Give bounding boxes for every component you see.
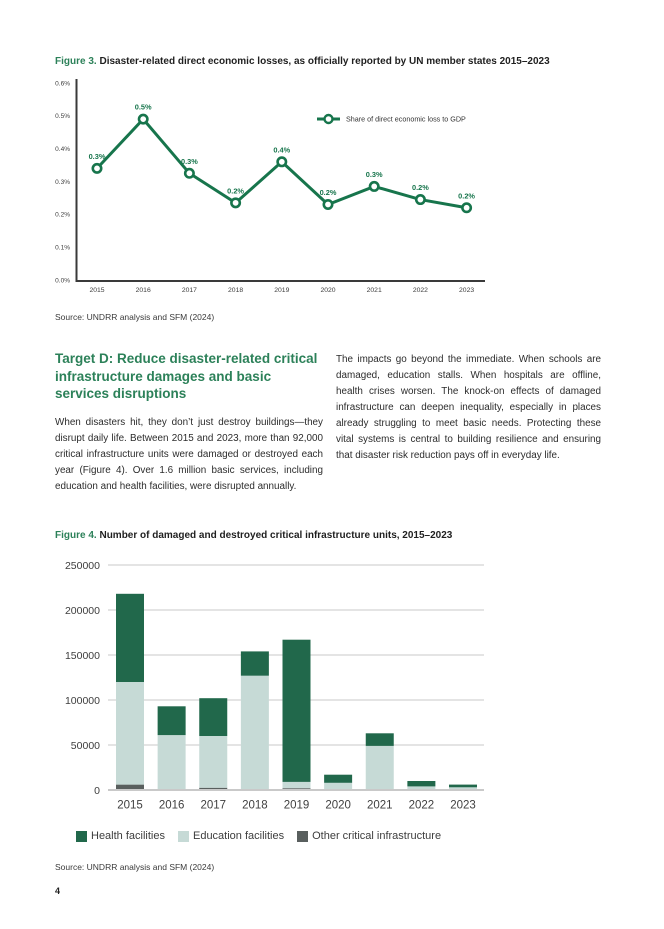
- fig3-y-tick: 0.4%: [55, 146, 70, 153]
- legend-label: Education facilities: [192, 830, 285, 842]
- fig3-x-tick: 2018: [228, 287, 243, 294]
- fig4-legend-item: Other critical infrastructure: [297, 830, 441, 842]
- fig3-x-tick: 2022: [413, 287, 428, 294]
- fig4-bar-segment: [365, 745, 394, 790]
- fig3-y-tick: 0.0%: [55, 277, 70, 284]
- fig3-y-tick: 0.5%: [55, 113, 70, 120]
- fig4-bar-segment: [324, 782, 353, 790]
- fig3-y-tick: 0.6%: [55, 80, 70, 87]
- fig3-x-tick: 2019: [274, 287, 289, 294]
- fig3-x-tick: 2015: [89, 287, 104, 294]
- fig3-point-label: 0.2%: [458, 191, 475, 200]
- fig4-x-tick: 2019: [284, 800, 310, 812]
- fig3-point: [230, 197, 242, 209]
- fig3-point: [368, 180, 380, 192]
- fig4-bar-segment: [240, 651, 269, 676]
- fig4-bar-segment: [365, 733, 394, 746]
- fig3-x-tick: 2021: [367, 287, 382, 294]
- fig4-y-tick: 200000: [65, 605, 100, 617]
- page-number: 4: [55, 886, 61, 896]
- fig4-bar-segment: [240, 675, 269, 790]
- fig3-x-tick: 2020: [320, 287, 335, 294]
- fig4-x-tick: 2021: [367, 800, 393, 812]
- fig4-bar-segment: [449, 787, 477, 790]
- fig4-x-tick: 2018: [242, 800, 268, 812]
- fig3-point-label: 0.2%: [227, 186, 244, 195]
- legend-swatch-icon: [177, 830, 189, 842]
- fig3-point: [91, 162, 103, 174]
- fig3-y-tick: 0.3%: [55, 179, 70, 186]
- fig3-point-label: 0.4%: [273, 145, 290, 154]
- fig4-bar-segment: [407, 781, 436, 787]
- fig3-x-tick: 2016: [136, 287, 151, 294]
- fig3-point-label: 0.2%: [320, 188, 337, 197]
- fig4-bar-segment: [282, 639, 311, 782]
- fig3-point: [183, 167, 195, 179]
- fig4-bar-segment: [199, 698, 228, 736]
- fig3-point: [137, 113, 149, 125]
- fig4-bar-segment: [199, 787, 228, 790]
- fig3-point-label: 0.3%: [89, 152, 106, 161]
- figure4-source: Source: UNDRR analysis and SFM (2024): [55, 862, 215, 872]
- fig4-x-tick: 2015: [117, 800, 143, 812]
- legend-label: Health facilities: [91, 830, 165, 842]
- legend-label: Other critical infrastructure: [312, 830, 442, 842]
- fig3-point-label: 0.3%: [181, 157, 198, 166]
- fig3-y-tick: 0.1%: [55, 244, 70, 251]
- figure3-caption: Figure 3. Disaster-related direct econom…: [55, 56, 625, 67]
- fig3-legend-marker-icon: [323, 113, 334, 125]
- fig4-legend-item: Health facilities: [76, 830, 165, 842]
- fig4-bar-segment: [407, 786, 436, 790]
- fig4-bar-segment: [157, 735, 186, 790]
- fig4-bar-segment: [324, 774, 353, 783]
- fig4-bar-segment: [449, 784, 477, 788]
- section-heading: Target D: Reduce disaster-related critic…: [55, 351, 318, 402]
- figure4-legend: Health facilities Education facilities Oth…: [76, 830, 441, 842]
- fig4-bar-segment: [116, 784, 144, 790]
- fig4-y-tick: 0: [94, 785, 100, 797]
- fig3-x-tick: 2023: [459, 287, 474, 294]
- fig4-bar-segment: [116, 593, 144, 682]
- fig4-x-tick: 2017: [200, 800, 226, 812]
- fig4-legend-item: Education facilities: [177, 830, 285, 842]
- fig4-x-tick: 2023: [450, 800, 476, 812]
- fig4-y-tick: 250000: [65, 560, 100, 572]
- figure3-label: Figure 3.: [55, 56, 97, 67]
- fig4-bar-segment: [199, 736, 228, 788]
- fig4-y-tick: 150000: [65, 650, 100, 662]
- fig4-x-tick: 2020: [325, 800, 351, 812]
- fig3-point: [322, 198, 334, 210]
- figure3-title: Disaster-related direct economic losses,…: [96, 56, 550, 67]
- fig4-bar-segment: [282, 781, 311, 789]
- fig3-point: [461, 202, 473, 214]
- fig3-x-tick: 2017: [182, 287, 197, 294]
- fig3-point: [414, 194, 426, 206]
- fig3-point-label: 0.3%: [366, 170, 383, 179]
- body-column-right: The impacts go beyond the immediate. Whe…: [336, 354, 601, 461]
- legend-swatch-icon: [297, 830, 309, 842]
- figure3-line-chart: 0.0% 0.1% 0.2% 0.3% 0.4% 0.5% 0.6% 0.3% 2015 0.5%…: [55, 79, 485, 294]
- figure4-title: Number of damaged and destroyed critical…: [96, 530, 453, 541]
- fig3-point: [276, 156, 288, 168]
- fig4-y-tick: 100000: [65, 695, 100, 707]
- figure4-caption: Figure 4. Number of damaged and destroye…: [55, 530, 625, 541]
- fig4-y-tick: 50000: [71, 740, 100, 752]
- fig4-bar-segment: [116, 682, 144, 785]
- legend-swatch-icon: [76, 830, 87, 842]
- figure3-source: Source: UNDRR analysis and SFM (2024): [55, 312, 215, 322]
- fig4-bar-segment: [157, 706, 186, 736]
- fig3-y-tick: 0.2%: [55, 212, 70, 219]
- fig3-legend-label: Share of direct economic loss to GDP: [346, 115, 466, 124]
- body-column-left: When disasters hit, they don’t just dest…: [55, 417, 323, 492]
- fig4-x-tick: 2016: [159, 800, 185, 812]
- fig3-point-label: 0.5%: [135, 103, 152, 112]
- figure4-label: Figure 4.: [55, 530, 97, 541]
- figure4-bar-chart: 0 50000 100000 150000 200000 250000 2015 2016 20…: [65, 560, 484, 812]
- fig3-point-label: 0.2%: [412, 183, 429, 192]
- fig4-x-tick: 2022: [409, 800, 435, 812]
